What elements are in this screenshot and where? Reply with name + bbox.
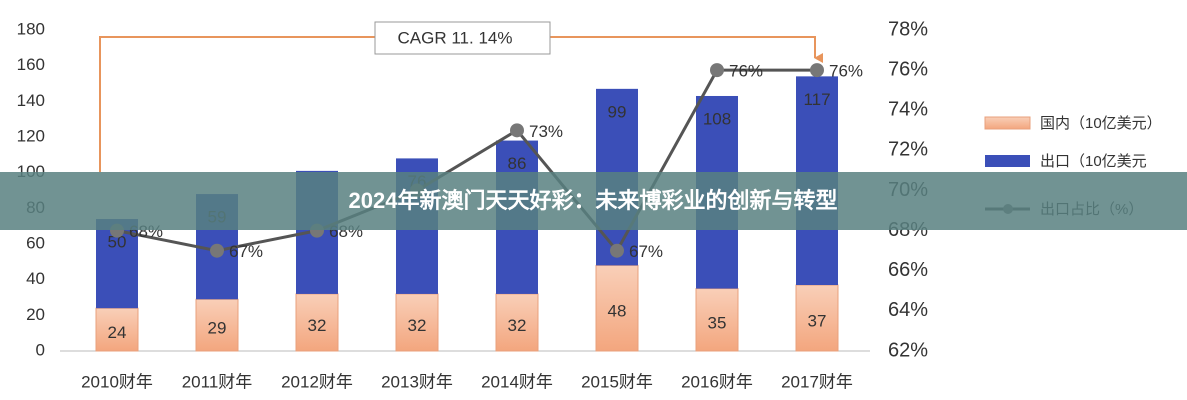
ratio-point — [210, 243, 224, 258]
annotation-box — [374, 21, 551, 55]
legend-label: 国内（10亿美元） — [1040, 115, 1162, 132]
y2-tick-label: 74% — [888, 99, 928, 121]
y2-tick-label: 72% — [888, 139, 928, 161]
data-label: 99 — [608, 102, 627, 121]
data-label: 76% — [829, 62, 863, 81]
data-label: 67% — [229, 242, 263, 261]
data-label: 29 — [208, 319, 227, 338]
y-tick-label: 180 — [17, 19, 45, 38]
x-tick-label: 2010财年 — [81, 372, 153, 391]
data-label: 32 — [408, 316, 427, 335]
bar-domestic — [195, 298, 239, 352]
y-tick-label: 40 — [26, 269, 45, 288]
x-tick-label: 2011财年 — [182, 372, 253, 391]
bar-domestic — [495, 293, 539, 352]
y2-tick-label: 66% — [888, 259, 928, 281]
data-label: 73% — [529, 122, 563, 141]
y-tick-label: 120 — [17, 126, 45, 145]
x-tick-label: 2015财年 — [581, 372, 653, 391]
y2-tick-label: 62% — [888, 339, 928, 361]
data-label: 86 — [508, 154, 527, 173]
y2-tick-label: 64% — [888, 299, 928, 321]
x-tick-label: 2013财年 — [381, 372, 453, 391]
ratio-point — [610, 243, 624, 258]
x-tick-label: 2017财年 — [781, 372, 853, 391]
y-tick-label: 160 — [17, 55, 45, 74]
y-tick-label: 60 — [26, 233, 45, 252]
banner — [0, 172, 1187, 230]
legend-label: 出口（10亿美元 — [1040, 153, 1147, 170]
data-label: 117 — [803, 90, 830, 109]
ratio-point — [810, 63, 824, 78]
bar-domestic — [295, 293, 339, 352]
y-tick-label: 140 — [17, 91, 45, 110]
y2-tick-label: 78% — [888, 18, 928, 40]
data-label: 67% — [629, 242, 663, 261]
data-label: 48 — [608, 302, 627, 321]
legend-swatch — [984, 116, 1031, 130]
y-tick-label: 0 — [36, 340, 45, 359]
x-tick-label: 2014财年 — [481, 372, 553, 391]
bar-domestic — [95, 307, 139, 352]
x-tick-label: 2016财年 — [681, 372, 753, 391]
ratio-point — [710, 63, 724, 78]
annotation: CAGR 11. 14% — [398, 28, 513, 47]
bar-domestic — [395, 293, 439, 352]
data-label: 37 — [808, 311, 827, 330]
x-tick-label: 2012财年 — [281, 372, 353, 391]
ratio-line — [116, 68, 817, 254]
y2-tick-label: 76% — [888, 58, 928, 80]
data-label: 32 — [508, 316, 527, 335]
data-label: 50 — [108, 233, 127, 252]
banner-text: 2024年新澳门天天好彩：未来博彩业的创新与转型 — [349, 188, 838, 213]
data-label: 35 — [708, 313, 727, 332]
legend-swatch — [985, 155, 1030, 167]
data-label: 76% — [729, 62, 763, 81]
y-tick-label: 20 — [26, 305, 45, 324]
data-label: 24 — [108, 323, 127, 342]
data-label: 32 — [308, 316, 327, 335]
bar-domestic — [795, 284, 839, 352]
data-label: 108 — [703, 109, 731, 128]
bar-domestic — [695, 288, 739, 352]
ratio-point — [510, 123, 524, 138]
